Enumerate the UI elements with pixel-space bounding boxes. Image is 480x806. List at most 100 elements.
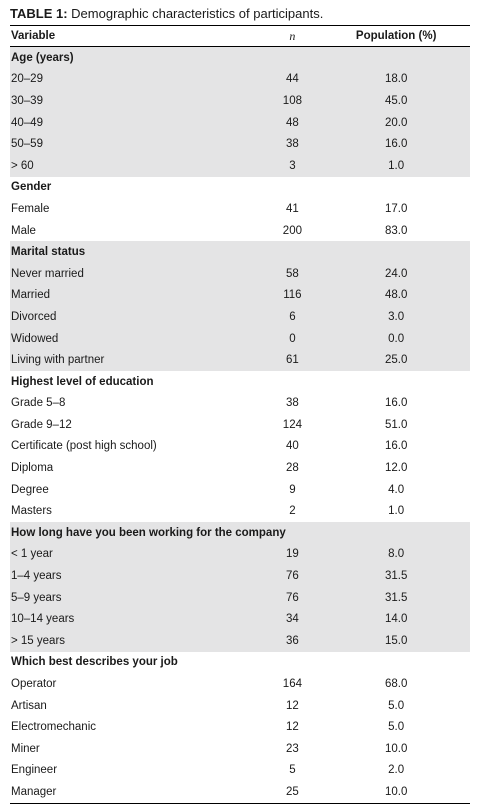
cell-n: 12	[285, 699, 299, 712]
cell-variable: Never married	[11, 267, 84, 280]
table-row: Living with partner 61 25.0	[10, 349, 470, 371]
cell-variable: Miner	[11, 742, 40, 755]
group-header: Marital status	[10, 241, 470, 263]
table-row: Widowed 0 0.0	[10, 327, 470, 350]
cell-n: 5	[289, 764, 296, 777]
table-row: 5–9 years 76 31.5	[10, 586, 470, 609]
cell-variable: Grade 5–8	[11, 397, 66, 410]
table-row: Grade 5–8 38 16.0	[10, 393, 470, 415]
cell-variable: Divorced	[11, 310, 57, 323]
cell-population: 45.0	[384, 94, 408, 107]
table-row: 30–39 108 45.0	[10, 90, 470, 112]
header-population: Population (%)	[355, 30, 437, 42]
cell-population: 2.0	[388, 764, 405, 777]
cell-variable: 5–9 years	[11, 591, 62, 604]
table-row: Operator 164 68.0	[10, 673, 470, 695]
cell-n: 38	[285, 138, 299, 151]
group-title: How long have you been working for the c…	[11, 526, 286, 539]
table-row: Certificate (post high school) 40 16.0	[10, 436, 470, 458]
cell-population: 12.0	[384, 462, 408, 475]
table-row: Engineer 5 2.0	[10, 760, 470, 782]
cell-variable: 40–49	[11, 116, 43, 129]
cell-n: 28	[285, 462, 299, 475]
cell-variable: 50–59	[11, 138, 43, 151]
cell-population: 51.0	[384, 418, 408, 431]
table-row: Never married 58 24.0	[10, 262, 470, 285]
table-row: Manager 25 10.0	[10, 781, 470, 803]
group-header: Highest level of education	[10, 371, 470, 393]
cell-population: 10.0	[384, 785, 408, 798]
cell-n: 41	[285, 202, 299, 215]
cell-variable: Electromechanic	[11, 721, 97, 734]
group-header: Age (years)	[10, 47, 470, 69]
table-row: Diploma 28 12.0	[10, 457, 470, 479]
group-title: Marital status	[11, 246, 86, 259]
cell-population: 5.0	[388, 721, 405, 734]
cell-variable: Degree	[11, 483, 49, 496]
cell-population: 16.0	[384, 138, 408, 151]
cell-population: 48.0	[384, 289, 408, 302]
cell-variable: Manager	[11, 785, 57, 798]
cell-n: 44	[285, 73, 299, 86]
header-n: n	[289, 28, 296, 43]
cell-variable: Grade 9–12	[11, 418, 72, 431]
table-caption: TABLE 1: Demographic characteristics of …	[10, 6, 470, 26]
group-header: Gender	[10, 177, 470, 199]
cell-population: 68.0	[384, 678, 408, 691]
table-number: TABLE 1:	[10, 6, 68, 21]
cell-n: 25	[285, 785, 299, 798]
cell-population: 83.0	[384, 224, 408, 237]
cell-n: 40	[285, 440, 299, 453]
cell-variable: Married	[11, 289, 50, 302]
cell-n: 6	[289, 310, 296, 323]
cell-n: 2	[289, 505, 296, 518]
table-row: Artisan 12 5.0	[10, 695, 470, 717]
table-row: 20–29 44 18.0	[10, 68, 470, 91]
cell-variable: < 1 year	[11, 548, 53, 561]
cell-n: 9	[289, 483, 296, 496]
cell-population: 16.0	[384, 397, 408, 410]
cell-n: 58	[285, 267, 299, 280]
table-row: 40–49 48 20.0	[10, 111, 470, 134]
cell-n: 61	[285, 354, 299, 367]
cell-population: 17.0	[384, 202, 408, 215]
cell-variable: 10–14 years	[11, 613, 75, 626]
cell-population: 3.0	[388, 310, 405, 323]
table-header: Variable n Population (%)	[10, 26, 470, 47]
table-row: 10–14 years 34 14.0	[10, 608, 470, 631]
table-row: Electromechanic 12 5.0	[10, 716, 470, 738]
cell-variable: 30–39	[11, 94, 43, 107]
cell-population: 25.0	[384, 354, 408, 367]
cell-n: 108	[282, 94, 302, 107]
cell-population: 18.0	[384, 73, 408, 86]
group-title: Gender	[11, 181, 52, 194]
cell-population: 8.0	[388, 548, 405, 561]
cell-variable: > 60	[11, 159, 34, 172]
table-body: Age (years) 20–29 44 18.0 30–39 108 45.0 40–49 4…	[10, 47, 470, 804]
cell-variable: Operator	[11, 678, 57, 691]
group-title: Which best describes your job	[11, 656, 178, 669]
table-row: 1–4 years 76 31.5	[10, 565, 470, 587]
cell-n: 3	[289, 159, 296, 172]
table-row: Divorced 6 3.0	[10, 306, 470, 328]
cell-population: 15.0	[384, 634, 408, 647]
cell-population: 14.0	[384, 613, 408, 626]
table-row: Female 41 17.0	[10, 198, 470, 220]
cell-variable: Masters	[11, 505, 52, 518]
cell-n: 36	[285, 634, 299, 647]
cell-variable: 20–29	[11, 73, 43, 86]
cell-variable: Female	[11, 202, 50, 215]
table-row: > 60 3 1.0	[10, 154, 470, 177]
table-row: > 15 years 36 15.0	[10, 630, 470, 652]
table-row: Masters 2 1.0	[10, 500, 470, 522]
cell-population: 1.0	[388, 505, 405, 518]
cell-variable: 1–4 years	[11, 570, 62, 583]
cell-variable: Engineer	[11, 764, 58, 777]
table-row: Grade 9–12 124 51.0	[10, 414, 470, 436]
cell-variable: Male	[11, 224, 36, 237]
cell-population: 1.0	[388, 159, 405, 172]
cell-variable: Artisan	[11, 699, 47, 712]
cell-population: 31.5	[384, 591, 408, 604]
cell-variable: Certificate (post high school)	[11, 440, 157, 453]
cell-n: 12	[285, 721, 299, 734]
